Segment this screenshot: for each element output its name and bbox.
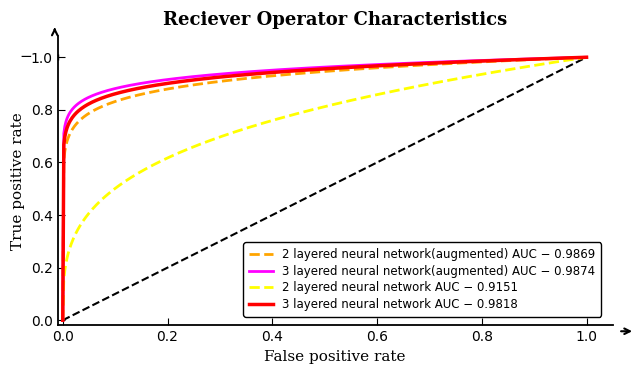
Legend: 2 layered neural network(augmented) AUC − 0.9869, 3 layered neural network(augme: 2 layered neural network(augmented) AUC …: [243, 242, 601, 316]
Y-axis label: True positive rate: True positive rate: [11, 112, 25, 250]
X-axis label: False positive rate: False positive rate: [264, 350, 406, 364]
Text: −: −: [20, 50, 33, 64]
Title: Reciever Operator Characteristics: Reciever Operator Characteristics: [163, 11, 508, 29]
